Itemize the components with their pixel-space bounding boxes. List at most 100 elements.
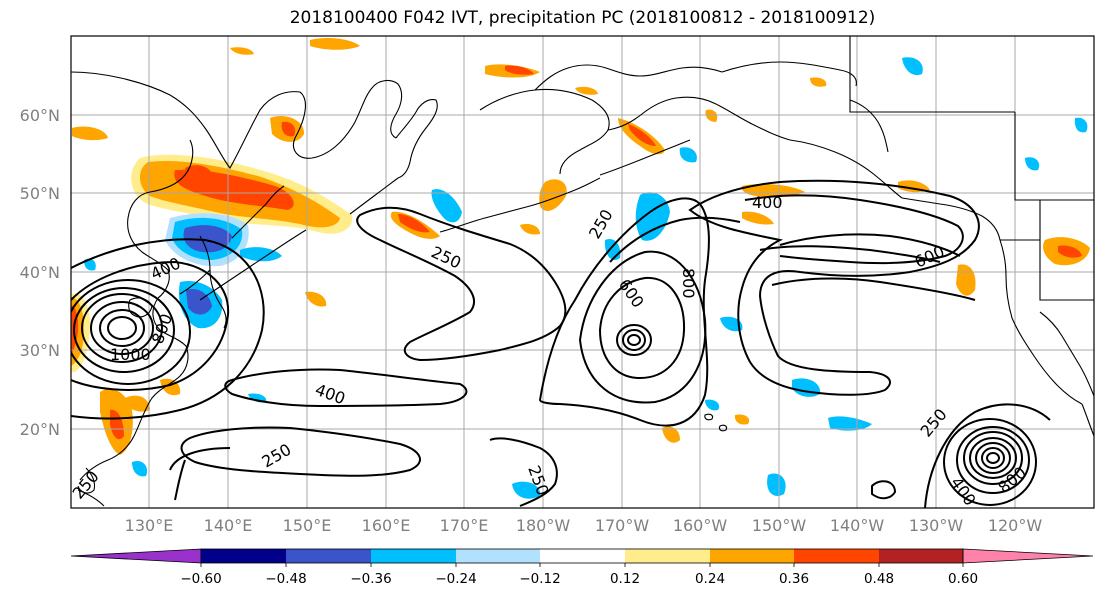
precip-patch [734, 414, 750, 425]
colorbar-segment [794, 549, 879, 563]
precip-patch [1025, 157, 1040, 171]
contour-label: 250 [259, 440, 295, 472]
precip-patch [705, 109, 718, 122]
colorbar-segment [201, 549, 286, 563]
lon-label: 120°W [988, 516, 1043, 535]
precip-patch [186, 288, 212, 315]
precip-patch [240, 247, 282, 262]
longitude-labels: 130°E 140°E 150°E 160°E 170°E 180°W 170°… [125, 516, 1043, 535]
precip-patch [230, 47, 254, 55]
map-frame [70, 35, 1095, 509]
contour-label: 1000 [110, 345, 151, 364]
latitude-labels: 60°N 50°N 40°N 30°N 20°N [20, 106, 60, 439]
colorbar-segment [540, 549, 625, 563]
contour-label: 250 [428, 242, 464, 272]
lon-label: 160°W [673, 516, 728, 535]
precip-patch [305, 291, 327, 307]
colorbar-segment [286, 549, 371, 563]
colorbar: −0.60 −0.48 −0.36 −0.24 −0.12 0.12 0.24 … [70, 548, 1094, 587]
precip-patch [575, 86, 598, 95]
lon-label: 140°E [204, 516, 253, 535]
precip-patch [635, 192, 670, 241]
colorbar-tick-label: −0.24 [435, 571, 476, 587]
contour-label: 400 [148, 253, 184, 283]
precip-patch [398, 214, 430, 233]
precip-patch [281, 121, 296, 137]
colorbar-tick-label: −0.60 [180, 571, 221, 587]
precip-patch [539, 179, 567, 211]
colorbar-tick-label: 0.12 [610, 571, 640, 587]
precip-patch [310, 38, 360, 50]
map-area: 400 1000 800 250 250 400 250 250 600 800… [69, 36, 1094, 508]
precip-patch [183, 225, 232, 253]
precip-patch [512, 481, 541, 499]
colorbar-extend-high [962, 548, 1094, 564]
colorbar-tick-label: −0.36 [350, 571, 391, 587]
precip-patch [185, 165, 214, 186]
lon-label: 140°W [830, 516, 885, 535]
precip-patch [742, 211, 774, 225]
contour-label: 250 [917, 405, 951, 441]
graticule [71, 36, 1094, 508]
precip-patch [956, 264, 976, 296]
precip-patch [520, 224, 540, 235]
colorbar-tick-label: 0.48 [864, 571, 894, 587]
precip-patch [741, 184, 805, 198]
lon-label: 180°W [516, 516, 571, 535]
contour-label: 800 [679, 268, 698, 299]
contour-label: 250 [69, 467, 103, 503]
precip-patch [720, 316, 743, 332]
colorbar-segment [625, 549, 710, 563]
colorbar-segment [879, 549, 963, 563]
precip-patch [84, 258, 96, 271]
colorbar-tick-label: −0.48 [265, 571, 306, 587]
precip-patch [248, 393, 267, 403]
colorbar-extend-low [70, 548, 202, 564]
precip-patch [604, 238, 621, 260]
ivt-contours [71, 179, 1051, 508]
precip-patch [505, 65, 534, 75]
precip-patch [662, 426, 680, 443]
precip-patch [810, 77, 827, 87]
precip-patch [431, 189, 462, 223]
coastlines [71, 36, 1094, 507]
colorbar-tick-label: 0.36 [779, 571, 809, 587]
colorbar-segment [710, 549, 794, 563]
precip-patch [767, 473, 786, 496]
precip-patch [1074, 117, 1088, 133]
lon-label: 160°E [362, 516, 411, 535]
contour-label: 600 [615, 275, 648, 311]
colorbar-tick-label: −0.12 [519, 571, 560, 587]
lon-label: 130°W [909, 516, 964, 535]
lat-label: 60°N [20, 106, 60, 125]
precip-patch [110, 409, 124, 440]
lat-label: 50°N [20, 184, 60, 203]
precip-patch [902, 57, 923, 76]
contour-label: 400 [313, 380, 348, 408]
lat-label: 40°N [20, 263, 60, 282]
precip-patch [628, 124, 656, 146]
precip-patch [828, 416, 872, 431]
colorbar-tick-label: 0.60 [948, 571, 978, 587]
precip-patch [1058, 245, 1082, 258]
precip-patch [132, 460, 148, 477]
precip-patch [705, 399, 720, 411]
map-title: 2018100400 F042 IVT, precipitation PC (2… [289, 8, 876, 28]
lat-label: 20°N [20, 420, 60, 439]
contour-label: 250 [585, 206, 617, 242]
precip-positive-patches [71, 38, 1090, 455]
lat-label: 30°N [20, 341, 60, 360]
lon-label: 150°W [752, 516, 807, 535]
colorbar-segment [371, 549, 456, 563]
contour-label: 400 [752, 193, 783, 212]
lon-label: 130°E [125, 516, 174, 535]
precip-patch [792, 378, 821, 397]
colorbar-tick-label: 0.24 [695, 571, 725, 587]
lon-label: 170°E [440, 516, 489, 535]
lon-label: 150°E [283, 516, 332, 535]
lon-label: 170°W [595, 516, 650, 535]
precip-patch [125, 395, 150, 412]
precip-patch [679, 147, 697, 163]
precip-patch [72, 126, 108, 141]
